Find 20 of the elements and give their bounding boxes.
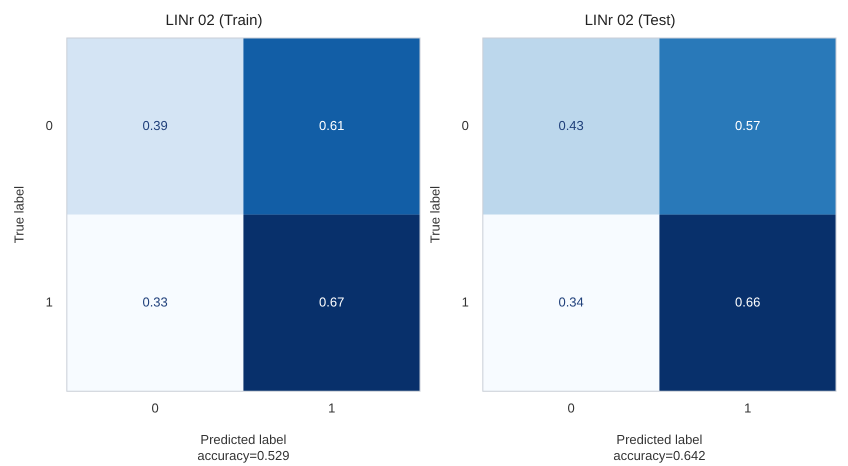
data-label: 0.66 (735, 294, 760, 310)
chart-title: LINr 02 (Train) (166, 12, 262, 30)
x-tick-label: 0 (568, 400, 575, 416)
data-label: 0.61 (319, 118, 344, 133)
x-axis-title: Predicted label (616, 432, 703, 448)
x-tick-label: 1 (744, 400, 752, 416)
text: accuracy=0.529 (197, 448, 290, 463)
data-label: 0.43 (558, 118, 584, 133)
x-tick-label: 1 (328, 400, 336, 416)
data-label: 0.34 (558, 294, 584, 310)
data-label: 0.33 (142, 294, 168, 310)
data-label: 0.39 (142, 118, 168, 133)
data-label: 0.57 (735, 118, 760, 133)
y-axis-title: True label (427, 186, 442, 244)
x-tick-label: 0 (152, 400, 159, 416)
y-axis-title: True label (11, 186, 26, 244)
chart-title: LINr 02 (Test) (584, 12, 676, 30)
x-axis-title: Predicted label (200, 432, 287, 448)
data-label: 0.67 (319, 294, 344, 310)
text: accuracy=0.642 (613, 448, 706, 463)
